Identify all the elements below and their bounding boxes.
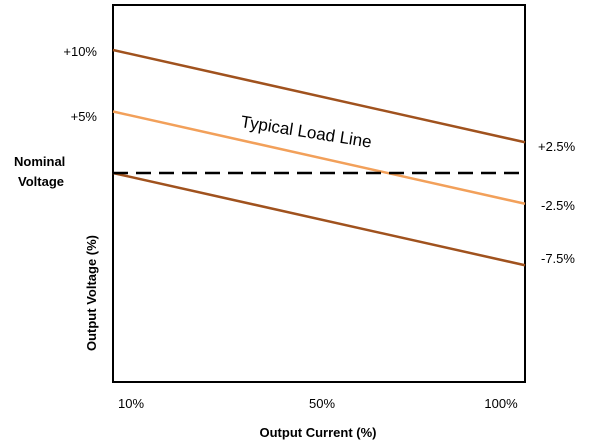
series-layer [112,48,526,267]
x-tick-100: 100% [484,396,518,411]
y-axis-label: Output Voltage (%) [84,235,99,351]
typical-load-line [112,110,526,205]
left-label-plus10: +10% [63,44,97,59]
x-tick-10: 10% [118,396,144,411]
x-axis-label: Output Current (%) [260,425,377,440]
lower-limit-line [112,171,526,267]
x-tick-50: 50% [309,396,335,411]
plot-frame [112,4,526,383]
upper-limit-line [112,48,526,144]
right-label-minus7-5: -7.5% [541,251,575,266]
nominal-label-line2: Voltage [18,174,64,189]
annotation-typical-load-line: Typical Load Line [239,112,373,151]
left-label-plus5: +5% [71,109,98,124]
right-label-plus2-5: +2.5% [538,139,576,154]
nominal-label-line1: Nominal [14,154,65,169]
right-label-minus2-5: -2.5% [541,198,575,213]
